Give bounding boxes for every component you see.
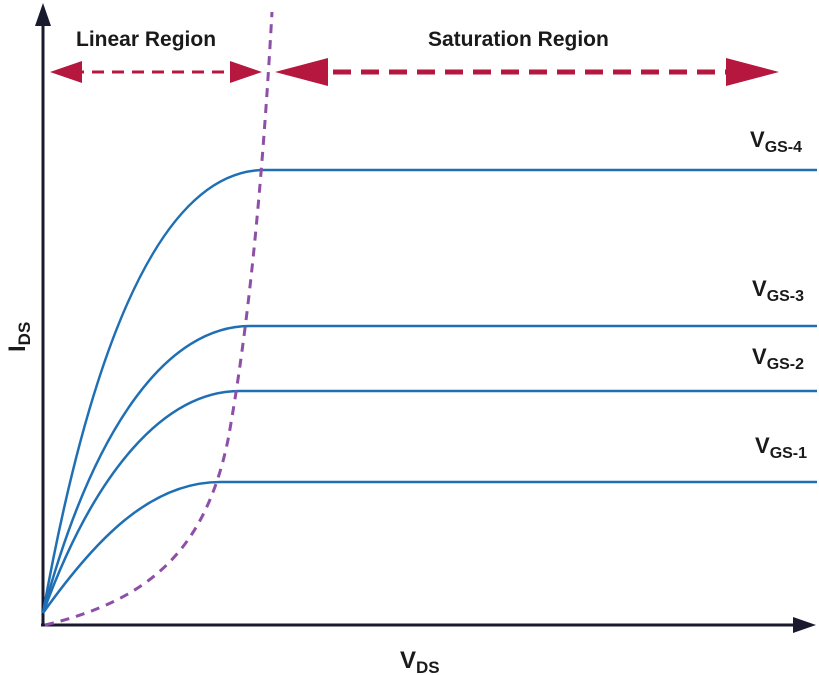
saturation-region-label: Saturation Region (428, 28, 609, 51)
curve-label-vgs-2-main: V (752, 344, 767, 369)
axes (35, 3, 816, 633)
curve-label-vgs-2: VGS-2 (752, 344, 804, 373)
curve-label-vgs-4: VGS-4 (750, 127, 802, 156)
curve-vgs-1 (41, 480, 817, 614)
curve-vgs-4 (41, 168, 817, 614)
linear-region-arrowhead-left (50, 61, 82, 83)
curve-label-vgs-1: VGS-1 (755, 433, 807, 462)
curve-label-vgs-3: VGS-3 (752, 276, 804, 305)
linear-region-label: Linear Region (76, 28, 216, 51)
curve-label-vgs-3-sub: GS-3 (767, 288, 804, 305)
x-axis-label-sub: DS (416, 658, 440, 675)
saturation-region-arrow (275, 58, 779, 86)
curve-label-vgs-1-sub: GS-1 (770, 445, 807, 462)
linear-region-arrowhead-right (230, 61, 262, 83)
x-axis-label-main: V (400, 647, 416, 674)
curve-label-vgs-4-sub: GS-4 (765, 139, 802, 156)
curve-vgs-2 (41, 389, 817, 614)
curve-label-vgs-1-main: V (755, 433, 770, 458)
curve-label-vgs-3-main: V (752, 276, 767, 301)
pinch-off-boundary (44, 11, 274, 627)
y-axis-label-main: I (4, 345, 31, 352)
y-axis-arrowhead (35, 3, 51, 26)
curve-label-vgs-4-main: V (750, 127, 765, 152)
saturation-region-arrowhead-left (275, 58, 328, 86)
curves (41, 168, 817, 614)
linear-region-arrow (50, 61, 262, 83)
saturation-region-arrowhead-right (726, 58, 779, 86)
x-axis-arrowhead (793, 617, 816, 633)
y-axis-label: IDS (4, 322, 34, 352)
curve-vgs-3 (41, 324, 817, 614)
curve-label-vgs-2-sub: GS-2 (767, 356, 804, 373)
x-axis-label: VDS (400, 647, 440, 675)
y-axis-label-sub: DS (15, 322, 34, 346)
